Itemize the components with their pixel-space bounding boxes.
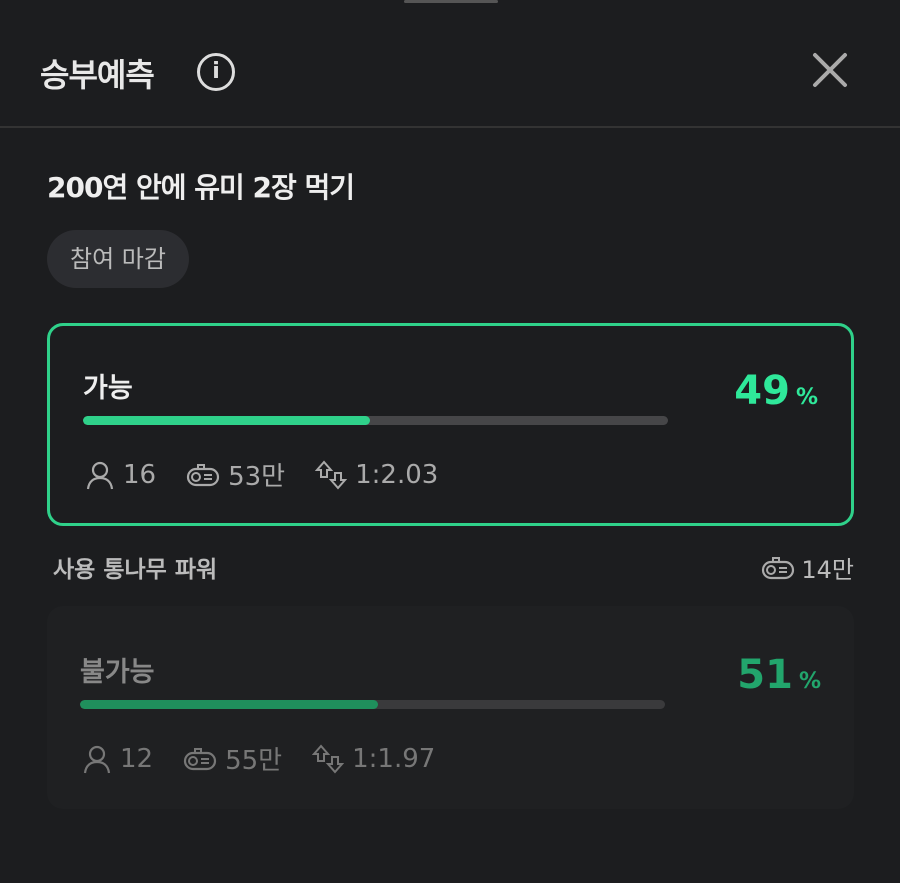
used-power-label: 사용 통나무 파워 [53, 557, 218, 583]
prediction-question: 200연 안에 유미 2장 먹기 [47, 171, 355, 204]
progress-fill [83, 416, 370, 425]
exchange-ratio-icon [312, 743, 345, 774]
progress-fill [80, 700, 379, 709]
info-icon[interactable]: i [197, 53, 235, 91]
progress-bar [83, 416, 668, 425]
points-amount: 55만 [225, 746, 283, 776]
log-icon [762, 556, 795, 579]
exchange-ratio-icon [315, 459, 348, 490]
option-card-possible[interactable]: 가능 49% 16 53만 1:2.03 [47, 323, 854, 526]
close-icon[interactable] [810, 50, 850, 90]
progress-bar [80, 700, 665, 709]
log-icon [183, 747, 217, 770]
option-percent: 51% [737, 652, 821, 698]
status-badge: 참여 마감 [47, 230, 189, 288]
odds-ratio: 1:1.97 [352, 743, 436, 774]
option-label: 가능 [83, 373, 133, 404]
page-title: 승부예측 [40, 56, 155, 94]
person-icon [86, 461, 114, 489]
person-icon [83, 745, 111, 773]
option-percent: 49% [734, 368, 818, 414]
odds-ratio: 1:2.03 [355, 459, 439, 490]
used-power-value: 14만 [761, 550, 854, 585]
points-amount: 53만 [228, 462, 286, 492]
option-card-impossible[interactable]: 불가능 51% 12 55만 1:1.97 [47, 606, 854, 809]
participant-count: 16 [123, 459, 157, 490]
header: 승부예측 i [0, 0, 900, 128]
log-icon [186, 463, 220, 486]
option-label: 불가능 [80, 657, 155, 688]
drag-handle[interactable] [404, 0, 498, 3]
participant-count: 12 [120, 743, 154, 774]
